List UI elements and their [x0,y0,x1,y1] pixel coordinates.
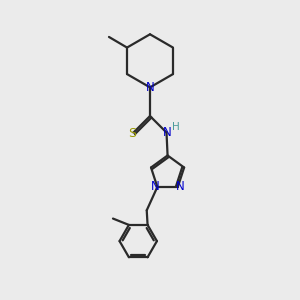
Text: S: S [128,127,136,140]
Text: H: H [172,122,180,132]
Text: N: N [150,181,159,194]
Text: N: N [176,181,185,194]
Text: N: N [163,126,172,139]
Text: N: N [146,81,154,94]
